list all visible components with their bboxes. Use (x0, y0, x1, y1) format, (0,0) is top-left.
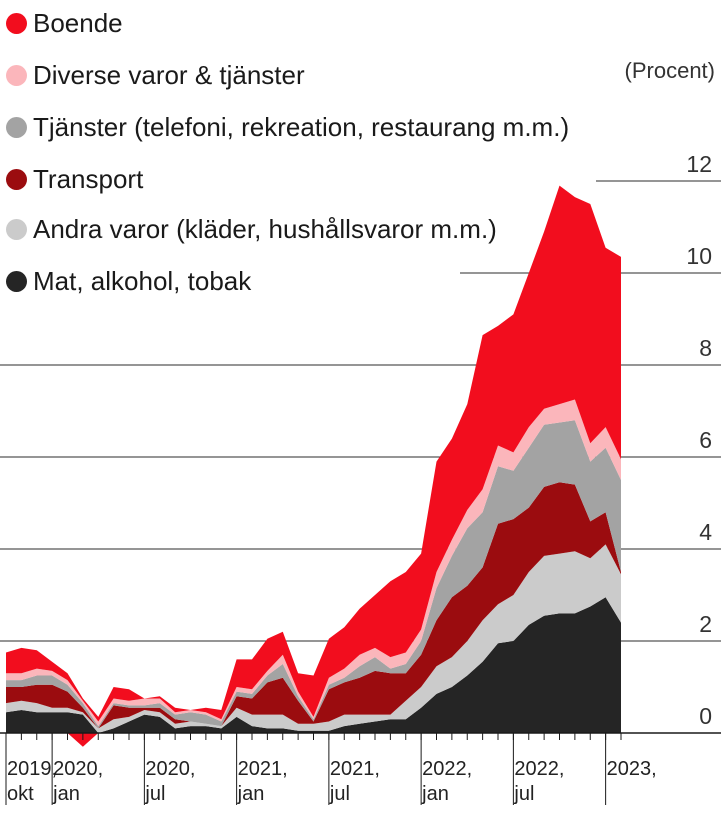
legend-item-boende: Boende (6, 8, 123, 39)
x-tick-label: okt (7, 783, 34, 805)
legend-item-tjanster: Tjänster (telefoni, rekreation, restaura… (6, 112, 569, 143)
x-tick-label: 2023, (607, 758, 657, 780)
x-tick-label: 2020, (145, 758, 195, 780)
legend-item-andra-varor: Andra varor (kläder, hushållsvaror m.m.) (6, 214, 497, 245)
legend-item-transport: Transport (6, 164, 143, 195)
legend-swatch (6, 65, 27, 86)
y-tick-label: 12 (686, 151, 712, 177)
legend-label: Diverse varor & tjänster (33, 60, 305, 90)
legend-swatch (6, 271, 27, 292)
area-series (6, 420, 621, 729)
x-tick-label: 2022, (514, 758, 564, 780)
legend-label: Andra varor (kläder, hushållsvaror m.m.) (33, 214, 497, 244)
legend-item-diverse: Diverse varor & tjänster (6, 60, 305, 91)
x-tick-label: jul (144, 783, 165, 805)
x-tick-label: 2020, (53, 758, 103, 780)
x-tick-label: jul (329, 783, 350, 805)
unit-label: (Procent) (624, 58, 715, 83)
legend-label: Transport (33, 164, 144, 194)
legend-label: Tjänster (telefoni, rekreation, restaura… (33, 112, 570, 142)
area-series (6, 185, 621, 722)
x-tick-label: jan (237, 783, 265, 805)
legend-swatch (6, 117, 27, 138)
legend-label: Mat, alkohol, tobak (33, 266, 252, 296)
y-tick-label: 2 (699, 611, 712, 637)
y-tick-label: 8 (699, 335, 712, 361)
area-series (6, 482, 621, 729)
x-tick-label: 2022, (422, 758, 472, 780)
y-tick-label: 6 (699, 427, 712, 453)
y-tick-label: 10 (686, 243, 712, 269)
x-tick-label: 2019, (7, 758, 57, 780)
legend-swatch (6, 169, 27, 190)
x-tick-label: 2021, (238, 758, 288, 780)
legend-item-mat: Mat, alkohol, tobak (6, 266, 251, 297)
x-tick-label: 2021, (330, 758, 380, 780)
legend-swatch (6, 13, 27, 34)
x-tick-label: jul (513, 783, 534, 805)
legend-swatch (6, 219, 27, 240)
area-series (6, 597, 621, 733)
legend-label: Boende (33, 8, 123, 38)
x-tick-label: jan (421, 783, 449, 805)
area-series (6, 544, 621, 733)
y-tick-label: 0 (699, 703, 712, 729)
y-tick-label: 4 (699, 519, 712, 545)
x-tick-label: jan (52, 783, 80, 805)
